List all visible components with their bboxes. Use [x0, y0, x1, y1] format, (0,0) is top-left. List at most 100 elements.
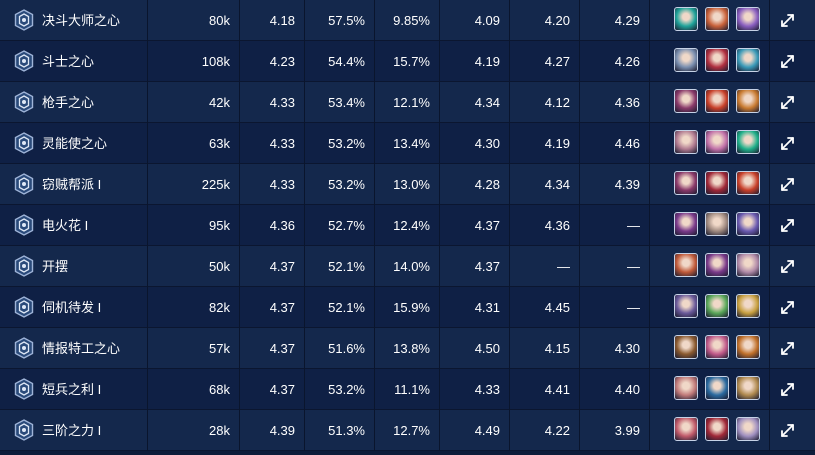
champion-portrait-icon[interactable] [736, 376, 760, 400]
champion-portrait-icon[interactable] [674, 253, 698, 277]
games-cell: 108k [148, 41, 240, 82]
avg-placement-cell: 4.39 [240, 410, 305, 451]
table-row[interactable]: 窃贼帮派 I 225k 4.33 53.2% 13.0% 4.28 4.34 4.39 [0, 164, 815, 205]
win-rate-cell: 15.7% [375, 41, 440, 82]
champion-portrait-icon[interactable] [736, 212, 760, 236]
table-row[interactable]: 伺机待发 I 82k 4.37 52.1% 15.9% 4.31 4.45— [0, 287, 815, 328]
expand-icon[interactable] [779, 12, 796, 29]
table-row[interactable]: 三阶之力 I 28k 4.39 51.3% 12.7% 4.49 4.22 3.99 [0, 410, 815, 451]
champion-portrait-icon[interactable] [705, 335, 729, 359]
table-row[interactable]: 开摆 50k 4.37 52.1% 14.0% 4.37— — [0, 246, 815, 287]
table-row[interactable]: 斗士之心 108k 4.23 54.4% 15.7% 4.19 4.27 4.26 [0, 41, 815, 82]
expand-button[interactable] [770, 410, 815, 451]
spark-icon [14, 214, 34, 236]
expand-icon[interactable] [779, 299, 796, 316]
trait-cell: 开摆 [0, 246, 148, 287]
champion-portrait-icon[interactable] [736, 335, 760, 359]
stage-three-cell: — [580, 246, 650, 287]
expand-icon[interactable] [779, 94, 796, 111]
champion-portrait-icon[interactable] [705, 48, 729, 72]
champion-portrait-icon[interactable] [736, 417, 760, 441]
champion-portrait-icon[interactable] [705, 376, 729, 400]
expand-icon[interactable] [779, 217, 796, 234]
expand-button[interactable] [770, 164, 815, 205]
champion-portrait-icon[interactable] [736, 294, 760, 318]
expand-icon[interactable] [779, 422, 796, 439]
expand-icon[interactable] [779, 381, 796, 398]
champion-portrait-icon[interactable] [674, 171, 698, 195]
champions-cell [650, 246, 770, 287]
expand-icon[interactable] [779, 258, 796, 275]
win-rate-cell: 12.4% [375, 205, 440, 246]
top4-rate-cell: 52.7% [305, 205, 375, 246]
stage-one-cell: 4.37 [440, 246, 510, 287]
champions-cell [650, 0, 770, 41]
expand-button[interactable] [770, 369, 815, 410]
table-row[interactable]: 短兵之利 I 68k 4.37 53.2% 11.1% 4.33 4.41 4.40 [0, 369, 815, 410]
stage-three-cell: — [580, 205, 650, 246]
win-rate-cell: 13.0% [375, 164, 440, 205]
expand-button[interactable] [770, 328, 815, 369]
table-row[interactable]: 情报特工之心 57k 4.37 51.6% 13.8% 4.50 4.15 4.30 [0, 328, 815, 369]
champion-portrait-icon[interactable] [674, 130, 698, 154]
expand-button[interactable] [770, 41, 815, 82]
champion-portrait-icon[interactable] [705, 89, 729, 113]
champion-portrait-icon[interactable] [674, 212, 698, 236]
expand-button[interactable] [770, 205, 815, 246]
expand-icon[interactable] [779, 53, 796, 70]
expand-button[interactable] [770, 123, 815, 164]
champion-portrait-icon[interactable] [674, 48, 698, 72]
champion-portrait-icon[interactable] [705, 253, 729, 277]
champion-portrait-icon[interactable] [674, 89, 698, 113]
champion-portrait-icon[interactable] [736, 130, 760, 154]
champion-portrait-icon[interactable] [705, 130, 729, 154]
champion-portrait-icon[interactable] [736, 89, 760, 113]
expand-icon[interactable] [779, 176, 796, 193]
table-row[interactable]: 枪手之心 42k 4.33 53.4% 12.1% 4.34 4.12 4.36 [0, 82, 815, 123]
trait-cell: 三阶之力 I [0, 410, 148, 451]
expand-button[interactable] [770, 82, 815, 123]
champion-portrait-icon[interactable] [736, 253, 760, 277]
expand-icon[interactable] [779, 135, 796, 152]
champion-portrait-icon[interactable] [736, 7, 760, 31]
avg-placement-cell: 4.18 [240, 0, 305, 41]
stage-one-cell: 4.33 [440, 369, 510, 410]
trait-name: 情报特工之心 [42, 341, 121, 356]
trait-cell: 决斗大师之心 [0, 0, 148, 41]
stage-one-cell: 4.50 [440, 328, 510, 369]
expand-button[interactable] [770, 287, 815, 328]
champion-portrait-icon[interactable] [705, 7, 729, 31]
stage-one-cell: 4.37 [440, 205, 510, 246]
champion-portrait-icon[interactable] [705, 171, 729, 195]
syndicate-icon [14, 173, 34, 195]
psionic-heart-icon [14, 132, 34, 154]
agent-heart-icon [14, 337, 34, 359]
trait-cell: 情报特工之心 [0, 328, 148, 369]
champion-portrait-icon[interactable] [674, 376, 698, 400]
champion-portrait-icon[interactable] [674, 417, 698, 441]
expand-button[interactable] [770, 0, 815, 41]
expand-button[interactable] [770, 246, 815, 287]
table-row[interactable]: 灵能使之心 63k 4.33 53.2% 13.4% 4.30 4.19 4.46 [0, 123, 815, 164]
champion-portrait-icon[interactable] [736, 48, 760, 72]
win-rate-cell: 12.1% [375, 82, 440, 123]
stage-three-cell: 3.99 [580, 410, 650, 451]
trait-name: 伺机待发 I [42, 300, 102, 315]
champion-portrait-icon[interactable] [705, 212, 729, 236]
stage-two-cell: 4.34 [510, 164, 580, 205]
champion-portrait-icon[interactable] [674, 294, 698, 318]
expand-icon[interactable] [779, 340, 796, 357]
avg-placement-cell: 4.33 [240, 164, 305, 205]
champion-portrait-icon[interactable] [705, 294, 729, 318]
avg-placement-cell: 4.37 [240, 328, 305, 369]
table-row[interactable]: 决斗大师之心 80k 4.18 57.5% 9.85% 4.09 4.20 4.29 [0, 0, 815, 41]
champion-portrait-icon[interactable] [674, 7, 698, 31]
stage-three-cell: 4.46 [580, 123, 650, 164]
champion-portrait-icon[interactable] [736, 171, 760, 195]
table-row[interactable]: 电火花 I 95k 4.36 52.7% 12.4% 4.37 4.36— [0, 205, 815, 246]
trait-name: 枪手之心 [42, 95, 95, 110]
stage-one-cell: 4.09 [440, 0, 510, 41]
win-rate-cell: 14.0% [375, 246, 440, 287]
champion-portrait-icon[interactable] [674, 335, 698, 359]
champion-portrait-icon[interactable] [705, 417, 729, 441]
